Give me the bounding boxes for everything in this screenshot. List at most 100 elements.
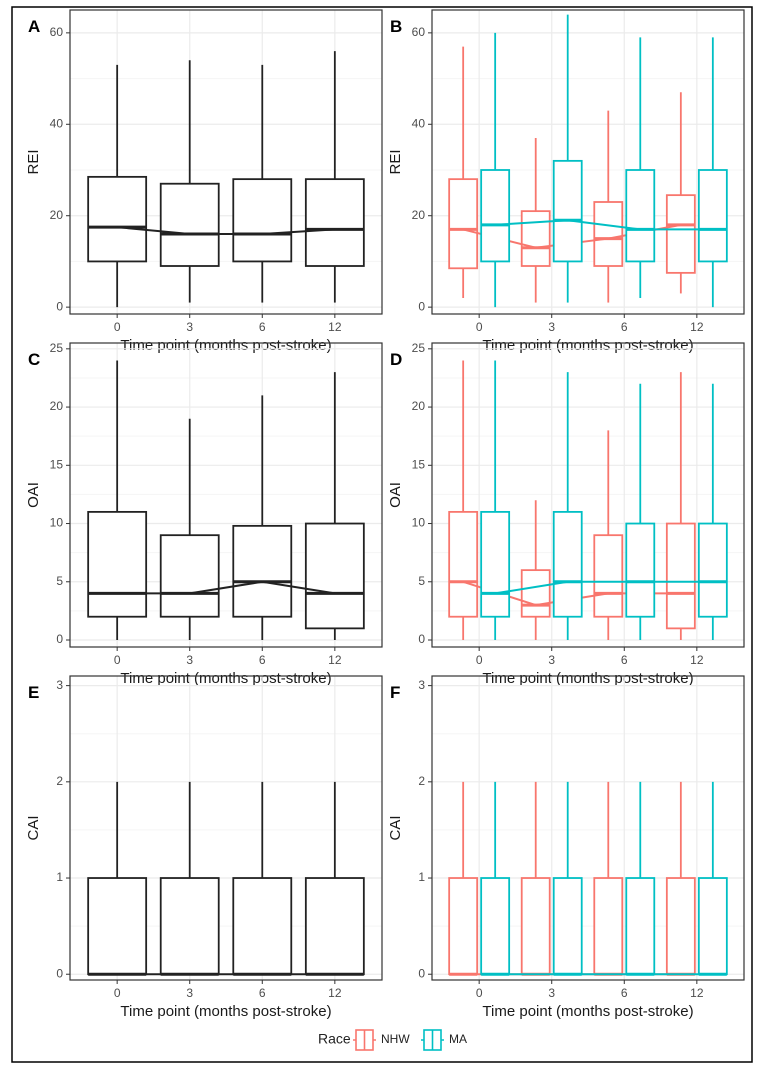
- y-tick-label: 0: [418, 299, 425, 313]
- box-6: [593, 430, 624, 641]
- y-axis-title: CAI: [25, 815, 42, 840]
- box-iqr: [448, 877, 479, 976]
- box-0: [87, 360, 148, 641]
- panel-border: [431, 9, 745, 315]
- panel-border: [69, 9, 383, 315]
- x-tick-label: 0: [476, 320, 483, 334]
- box-iqr: [697, 169, 728, 263]
- series-nhw: [448, 781, 696, 976]
- x-tick-label: 12: [328, 653, 342, 667]
- panel-letter: E: [28, 683, 39, 702]
- panel-letter: D: [390, 350, 402, 369]
- y-tick-label: 0: [56, 632, 63, 646]
- box-6: [232, 395, 293, 641]
- y-tick-label: 20: [412, 399, 426, 413]
- x-axis-title: Time point (months post-stroke): [120, 1003, 331, 1020]
- box-6: [625, 37, 656, 298]
- y-tick-label: 3: [56, 678, 63, 692]
- panel-letter: F: [390, 683, 400, 702]
- y-tick-label: 40: [50, 116, 64, 130]
- y-axis-title: CAI: [387, 815, 404, 840]
- box-iqr: [697, 877, 728, 976]
- panel-border: [69, 675, 383, 981]
- y-tick-label: 1: [56, 870, 63, 884]
- x-tick-label: 3: [186, 653, 193, 667]
- legend-label: MA: [449, 1032, 467, 1046]
- y-tick-label: 25: [412, 341, 426, 355]
- box-3: [159, 781, 220, 976]
- legend-item-nhw: NHW: [353, 1029, 410, 1051]
- y-tick-label: 0: [56, 299, 63, 313]
- legend-item-ma: MA: [421, 1029, 467, 1051]
- box-6: [593, 781, 624, 976]
- legend: Race NHW MA: [318, 1029, 467, 1051]
- y-tick-label: 0: [56, 966, 63, 980]
- series-ma: [480, 14, 728, 308]
- box-6: [232, 64, 293, 303]
- y-tick-label: 0: [418, 966, 425, 980]
- box-iqr: [232, 524, 293, 618]
- box-iqr: [697, 522, 728, 618]
- box-iqr: [625, 522, 656, 618]
- x-tick-label: 6: [621, 653, 628, 667]
- x-tick-label: 0: [114, 653, 121, 667]
- y-tick-label: 10: [50, 516, 64, 530]
- series-ma: [480, 781, 728, 976]
- x-axis-title: Time point (months post-stroke): [482, 337, 693, 354]
- panel-letter: C: [28, 350, 40, 369]
- y-tick-label: 2: [56, 774, 63, 788]
- box-iqr: [448, 510, 479, 618]
- x-tick-label: 6: [621, 320, 628, 334]
- series-nhw: [448, 360, 696, 641]
- y-axis-title: REI: [387, 149, 404, 174]
- box-iqr: [520, 569, 551, 618]
- panel-letter: B: [390, 17, 402, 36]
- y-tick-label: 2: [418, 774, 425, 788]
- box-iqr: [480, 877, 511, 976]
- panel-border: [431, 675, 745, 981]
- legend-title: Race: [318, 1031, 351, 1047]
- x-tick-label: 3: [548, 653, 555, 667]
- box-iqr: [665, 877, 696, 976]
- panel-b: 0 20 40 60 0 3 6 12 Time point (months post-stro…: [387, 9, 745, 354]
- x-tick-label: 6: [621, 986, 628, 1000]
- box-12: [304, 51, 365, 303]
- box-iqr: [665, 194, 696, 274]
- box-iqr: [159, 877, 220, 976]
- panel-border: [431, 342, 745, 648]
- box-iqr: [87, 175, 148, 263]
- y-tick-label: 5: [418, 574, 425, 588]
- series-ma: [480, 360, 728, 641]
- box-iqr: [625, 877, 656, 976]
- box-iqr: [232, 877, 293, 976]
- box-iqr: [552, 159, 583, 263]
- series-overall: [87, 51, 365, 308]
- box-iqr: [593, 877, 624, 976]
- box-3: [520, 500, 551, 641]
- box-iqr: [665, 522, 696, 630]
- y-axis-title: REI: [25, 149, 42, 174]
- box-3: [520, 781, 551, 976]
- y-tick-label: 60: [50, 25, 64, 39]
- x-axis-title: Time point (months post-stroke): [482, 1003, 693, 1020]
- box-iqr: [552, 877, 583, 976]
- box-3: [520, 138, 551, 303]
- box-0: [448, 360, 479, 641]
- x-tick-label: 3: [186, 986, 193, 1000]
- x-tick-label: 0: [476, 653, 483, 667]
- y-tick-label: 5: [56, 574, 63, 588]
- series-overall: [87, 781, 365, 976]
- box-0: [448, 781, 479, 976]
- x-tick-label: 12: [690, 986, 704, 1000]
- y-tick-label: 40: [412, 116, 426, 130]
- median-trend-line: [117, 580, 335, 595]
- x-tick-label: 12: [328, 320, 342, 334]
- panel-border: [69, 342, 383, 648]
- box-iqr: [480, 510, 511, 618]
- box-iqr: [593, 201, 624, 267]
- box-0: [480, 360, 511, 641]
- median-trend-line: [495, 219, 713, 231]
